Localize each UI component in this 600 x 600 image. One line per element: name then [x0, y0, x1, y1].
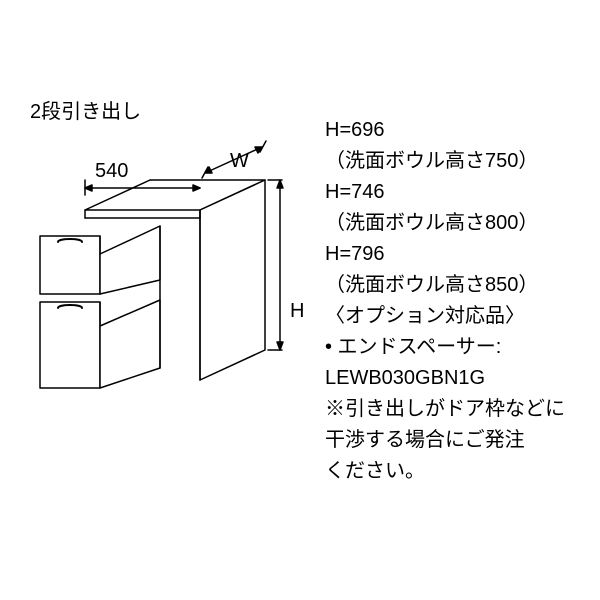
- spec-line: （洗面ボウル高さ850）: [325, 270, 565, 301]
- spec-line: H=696: [325, 115, 565, 146]
- spec-line: • エンドスペーサー:: [325, 332, 565, 363]
- spec-line: 〈オプション対応品〉: [325, 301, 565, 332]
- spec-line: ください。: [325, 456, 565, 487]
- spec-line: ※引き出しがドア枠などに: [325, 394, 565, 425]
- cabinet-diagram: [30, 140, 330, 440]
- spec-line: H=796: [325, 239, 565, 270]
- spec-line: LEWB030GBN1G: [325, 363, 565, 394]
- spec-line: 干渉する場合にご発注: [325, 425, 565, 456]
- spec-block: H=696 （洗面ボウル高さ750） H=746 （洗面ボウル高さ800） H=…: [325, 115, 565, 487]
- product-title: 2段引き出し: [30, 95, 141, 124]
- spec-line: H=746: [325, 177, 565, 208]
- spec-line: （洗面ボウル高さ750）: [325, 146, 565, 177]
- spec-line: （洗面ボウル高さ800）: [325, 208, 565, 239]
